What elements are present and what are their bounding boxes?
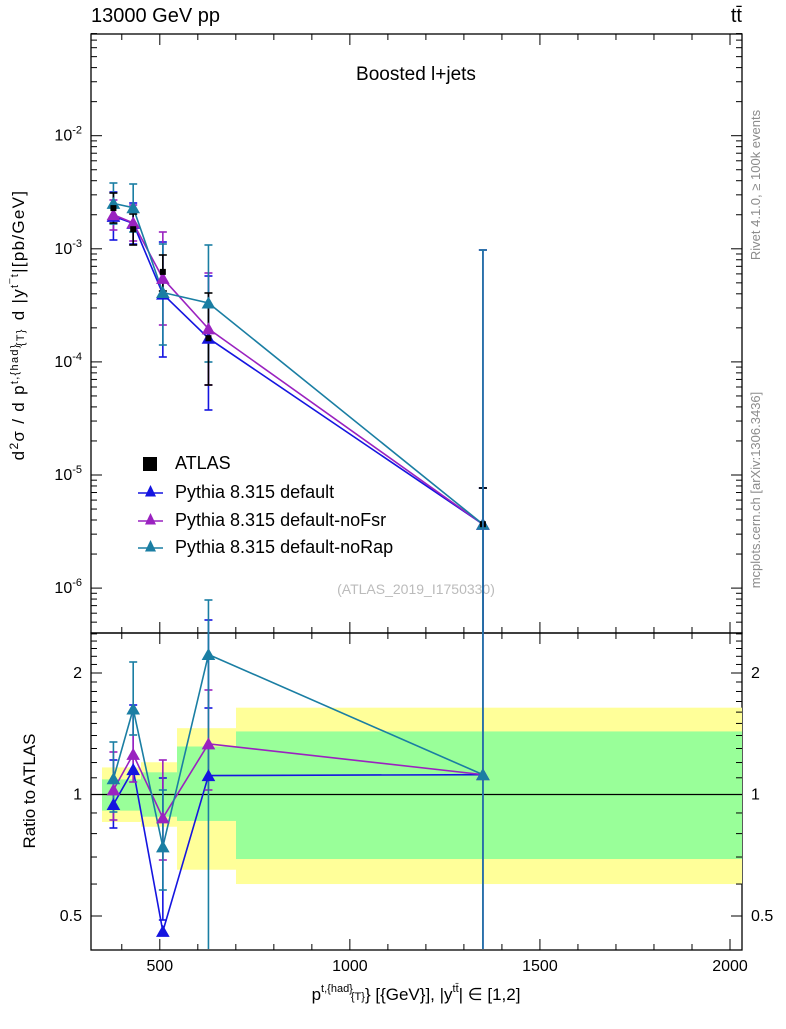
svg-text:(ATLAS_2019_I1750330): (ATLAS_2019_I1750330) bbox=[337, 581, 495, 597]
svg-text:Pythia 8.315 default-noRap: Pythia 8.315 default-noRap bbox=[175, 537, 393, 557]
svg-text:Rivet 4.1.0, ≥ 100k events: Rivet 4.1.0, ≥ 100k events bbox=[748, 109, 763, 260]
svg-text:0.5: 0.5 bbox=[751, 908, 773, 925]
svg-text:500: 500 bbox=[146, 958, 173, 975]
svg-text:0.5: 0.5 bbox=[60, 908, 82, 925]
svg-text:13000 GeV pp: 13000 GeV pp bbox=[91, 5, 220, 27]
svg-text:2: 2 bbox=[73, 665, 82, 682]
svg-text:1: 1 bbox=[751, 787, 760, 804]
svg-text:2: 2 bbox=[751, 665, 760, 682]
svg-text:Ratio to ATLAS: Ratio to ATLAS bbox=[20, 734, 39, 849]
svg-text:ATLAS: ATLAS bbox=[175, 453, 231, 473]
svg-text:Pythia 8.315 default-noFsr: Pythia 8.315 default-noFsr bbox=[175, 510, 386, 530]
svg-text:Pythia 8.315 default: Pythia 8.315 default bbox=[175, 482, 334, 502]
svg-text:tt̄: tt̄ bbox=[731, 5, 743, 27]
svg-text:1: 1 bbox=[73, 787, 82, 804]
svg-text:Boosted l+jets: Boosted l+jets bbox=[356, 64, 476, 85]
svg-text:1500: 1500 bbox=[522, 958, 558, 975]
svg-text:1000: 1000 bbox=[332, 958, 368, 975]
svg-text:mcplots.cern.ch [arXiv:1306.34: mcplots.cern.ch [arXiv:1306.3436] bbox=[748, 392, 763, 589]
svg-text:2000: 2000 bbox=[712, 958, 748, 975]
